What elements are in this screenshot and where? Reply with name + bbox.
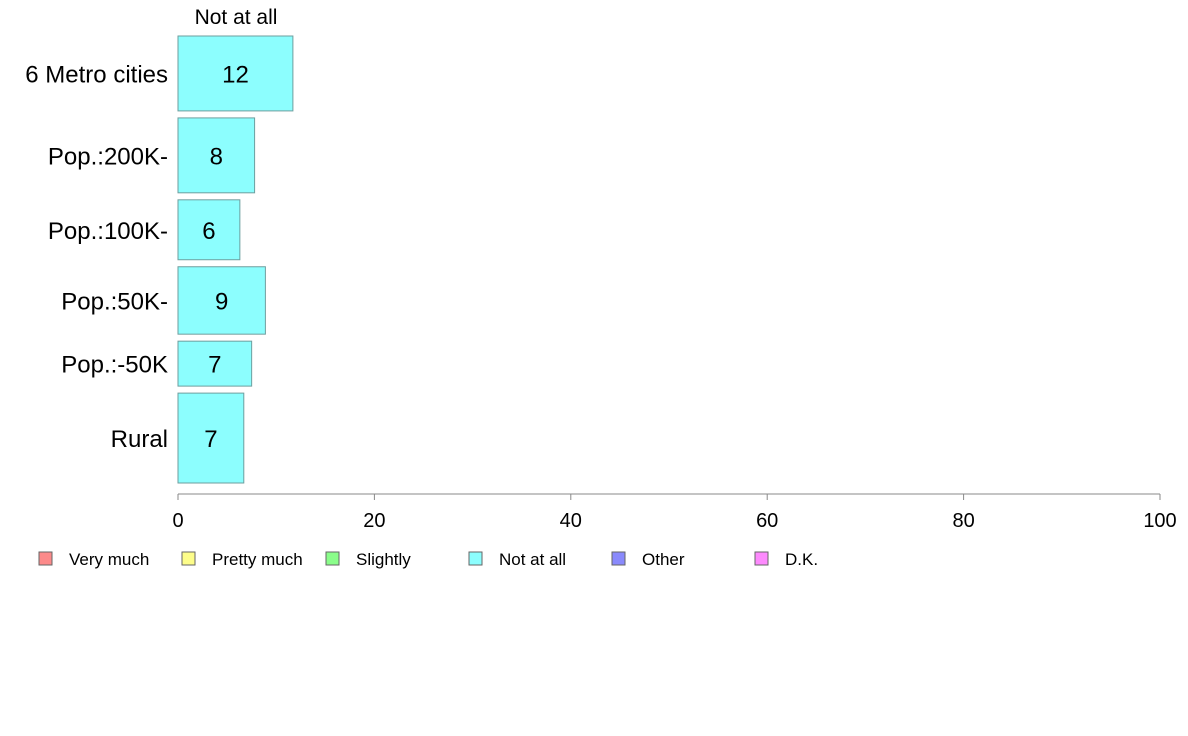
legend-swatch [181, 551, 196, 566]
x-tick-label: 80 [952, 510, 974, 532]
legend-swatch [611, 551, 626, 566]
x-axis: 0 20 40 60 80 100 [172, 493, 1177, 532]
x-tick-label: 100 [1143, 510, 1176, 532]
bar-1-1 [177, 35, 294, 112]
legend-label: Slightly [356, 550, 411, 569]
bar-value-label: 7 [208, 352, 221, 379]
category-label: Pop.:50K- [61, 288, 168, 315]
legend-label: D.K. [785, 550, 818, 569]
legend-swatch [325, 551, 340, 566]
bar-1-5 [177, 340, 253, 387]
category-labels: 6 Metro cities Pop.:200K- Pop.:100K- Pop.:5… [25, 61, 168, 453]
legend-label: Very much [69, 550, 149, 569]
category-label: Pop.:200K- [48, 143, 168, 170]
legend-swatch [468, 551, 483, 566]
x-tick-label: 0 [172, 510, 183, 532]
x-tick-label: 40 [560, 510, 582, 532]
bar-1-4 [177, 266, 266, 335]
legend: Very much Pretty much Slightly Not at all Ot… [38, 550, 818, 569]
bar-value-label: 7 [204, 426, 217, 453]
x-tick-label: 20 [363, 510, 385, 532]
category-label: Rural [111, 426, 168, 453]
bar-value-label: 8 [210, 143, 223, 170]
legend-label: Not at all [499, 550, 566, 569]
series-header: Not at all [195, 6, 278, 29]
x-tick-label: 60 [756, 510, 778, 532]
category-label: 6 Metro cities [25, 61, 168, 88]
legend-swatch [38, 551, 53, 566]
bar-value-label: 12 [222, 61, 249, 88]
bar-1-2 [177, 117, 256, 194]
legend-label: Other [642, 550, 685, 569]
legend-swatch [754, 551, 769, 566]
legend-label: Pretty much [212, 550, 303, 569]
bar-1-3 [177, 199, 241, 261]
category-label: Pop.:-50K [61, 352, 168, 379]
bars-group: 12 8 6 9 7 7 [177, 35, 294, 484]
bar-value-label: 9 [215, 288, 228, 315]
bar-1-6 [177, 392, 245, 484]
bar-value-label: 6 [202, 218, 215, 245]
category-label: Pop.:100K- [48, 218, 168, 245]
